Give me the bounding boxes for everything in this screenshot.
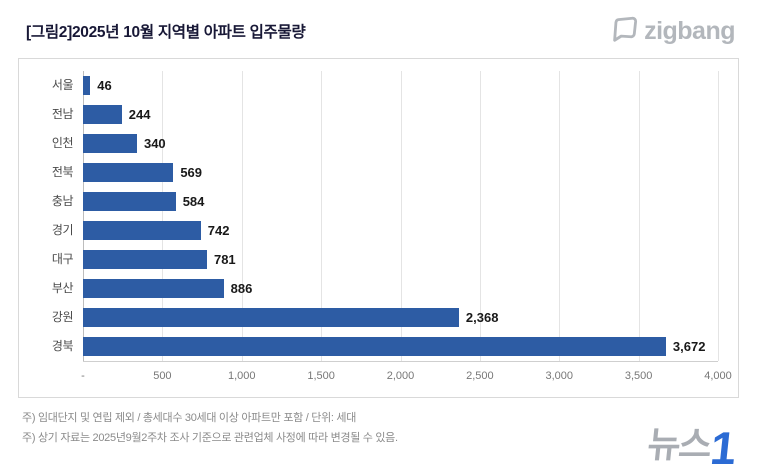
category-label: 전남 xyxy=(51,107,74,121)
bar-value-label: 3,672 xyxy=(672,339,706,354)
bar xyxy=(83,308,459,327)
gridline xyxy=(559,71,561,361)
x-tick-label: 500 xyxy=(153,370,172,382)
bar xyxy=(83,337,666,356)
zigbang-logo: zigbang xyxy=(609,14,735,49)
gridlines xyxy=(83,71,719,361)
gridline xyxy=(479,71,481,361)
bar-row: 340 xyxy=(83,129,718,158)
gridline xyxy=(83,71,84,361)
bar-row: 244 xyxy=(83,100,718,129)
bar-value-label: 886 xyxy=(230,281,253,296)
category-label: 강원 xyxy=(51,310,74,324)
category-label: 부산 xyxy=(51,281,74,295)
bar-value-label: 781 xyxy=(213,252,236,267)
category-label: 경기 xyxy=(51,223,74,237)
x-tick-label: 4,000 xyxy=(704,370,732,382)
zigbang-logo-text: zigbang xyxy=(644,16,735,45)
bar-row: 46 xyxy=(83,71,718,100)
category-label: 인천 xyxy=(51,136,74,150)
bar-row: 2,368 xyxy=(83,303,718,332)
plot-area: 46 244 340 569 584 742 781 886 2,368 3,672 xyxy=(83,71,719,362)
footnotes: 주) 임대단지 및 연립 제외 / 총세대수 30세대 이상 아파트만 포함 /… xyxy=(22,408,398,449)
category-label: 서울 xyxy=(51,78,74,92)
gridline xyxy=(718,71,719,361)
bar-value-label: 569 xyxy=(180,165,203,180)
bar xyxy=(83,105,122,124)
bar-value-label: 2,368 xyxy=(465,310,499,325)
bar-series: 46 244 340 569 584 742 781 886 2,368 3,672 xyxy=(83,71,718,361)
news1-watermark-number: 1 xyxy=(708,421,740,474)
footnote-1: 주) 임대단지 및 연립 제외 / 총세대수 30세대 이상 아파트만 포함 /… xyxy=(22,412,357,424)
bar-value-label: 244 xyxy=(128,107,151,122)
bar-value-label: 340 xyxy=(143,136,166,151)
category-label: 경북 xyxy=(51,339,74,353)
bar-value-label: 46 xyxy=(97,78,112,93)
x-tick-label: 3,500 xyxy=(624,370,653,382)
bar xyxy=(83,134,137,153)
news1-watermark-text: 뉴스 xyxy=(645,424,713,465)
x-tick-label: - xyxy=(81,370,85,382)
bar xyxy=(83,76,91,95)
bar-row: 742 xyxy=(83,216,718,245)
x-tick-label: 3,000 xyxy=(545,370,574,382)
bar xyxy=(83,250,207,269)
x-tick-label: 2,000 xyxy=(386,370,415,382)
x-tick-label: 2,500 xyxy=(466,370,494,382)
category-label: 충남 xyxy=(51,194,74,208)
gridline xyxy=(400,71,402,361)
gridline xyxy=(638,71,640,361)
gridline xyxy=(321,71,323,361)
x-tick-label: 1,500 xyxy=(307,370,335,382)
bar-row: 781 xyxy=(83,245,718,274)
bar xyxy=(83,221,201,240)
bar-row: 3,672 xyxy=(83,332,718,361)
bar-value-label: 584 xyxy=(182,194,205,209)
x-axis: - 500 1,000 1,500 2,000 2,500 3,000 3,500 4,000 xyxy=(81,362,732,392)
bar-row: 569 xyxy=(83,158,718,187)
gridline xyxy=(162,71,164,361)
bar xyxy=(83,279,224,298)
bar xyxy=(83,192,176,211)
bar-value-label: 742 xyxy=(207,223,230,238)
bar xyxy=(83,163,174,182)
page-title: [그림2]2025년 10월 지역별 아파트 입주물량 xyxy=(26,24,306,41)
x-tick-label: 1,000 xyxy=(227,370,256,382)
news1-watermark: 뉴스 1 xyxy=(645,416,740,474)
footnote-2: 주) 상기 자료는 2025년9월2주차 조사 기준으로 관련업체 사정에 따라… xyxy=(22,432,398,445)
zigbang-logo-icon xyxy=(609,14,639,49)
category-label: 대구 xyxy=(51,252,74,266)
gridline xyxy=(241,71,243,361)
bar-row: 886 xyxy=(83,274,718,303)
header: [그림2]2025년 10월 지역별 아파트 입주물량 zigbang xyxy=(0,0,757,56)
category-label: 전북 xyxy=(51,165,74,179)
bar-row: 584 xyxy=(83,187,718,216)
